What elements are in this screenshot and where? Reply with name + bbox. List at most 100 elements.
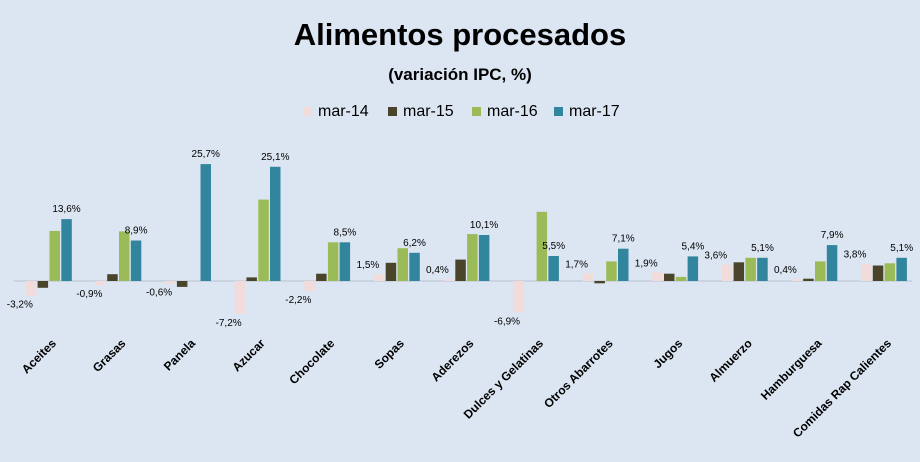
bar-mar-14-6 bbox=[443, 279, 454, 281]
data-label-mar-17-4: 8,5% bbox=[334, 227, 357, 238]
bar-mar-16-8 bbox=[606, 261, 617, 281]
bar-mar-17-4 bbox=[339, 242, 351, 281]
category-label-9: Jugos bbox=[650, 336, 685, 371]
bar-mar-15-3 bbox=[246, 277, 257, 281]
bar-mar-17-10 bbox=[757, 257, 768, 281]
bar-mar-17-2 bbox=[200, 164, 211, 281]
category-label-4: Chocolate bbox=[286, 336, 337, 387]
bar-mar-17-7 bbox=[548, 256, 559, 281]
data-label-mar-17-10: 5,1% bbox=[751, 243, 774, 254]
bar-mar-16-1 bbox=[119, 231, 130, 281]
bar-mar-14-12 bbox=[861, 263, 872, 281]
bar-mar-16-11 bbox=[815, 261, 826, 281]
data-label-mar-14-10: 3,6% bbox=[704, 251, 727, 262]
bar-mar-14-9 bbox=[652, 272, 663, 281]
bar-mar-15-0 bbox=[37, 281, 49, 288]
data-label-mar-17-7: 5,5% bbox=[542, 241, 565, 252]
bar-mar-16-0 bbox=[49, 230, 60, 281]
chart-subtitle: (variación IPC, %) bbox=[388, 65, 532, 84]
bar-mar-15-12 bbox=[872, 265, 884, 281]
data-label-mar-17-12: 5,1% bbox=[890, 243, 913, 254]
data-label-mar-14-9: 1,9% bbox=[635, 258, 658, 269]
data-label-mar-14-3: -7,2% bbox=[216, 318, 242, 329]
legend-swatch-mar-16 bbox=[472, 107, 481, 116]
bar-mar-14-10 bbox=[721, 264, 733, 281]
data-label-mar-14-0: -3,2% bbox=[7, 300, 33, 311]
data-label-mar-14-7: -6,9% bbox=[494, 316, 520, 327]
data-label-mar-14-8: 1,7% bbox=[565, 259, 588, 270]
legend: mar-14 mar-15 mar-16 mar-17 bbox=[303, 103, 620, 120]
bar-mar-15-1 bbox=[107, 274, 118, 281]
bar-mar-17-8 bbox=[618, 248, 629, 281]
category-label-3: Azucar bbox=[230, 336, 268, 374]
bar-mar-14-2 bbox=[165, 281, 176, 284]
bar-mar-15-4 bbox=[316, 273, 327, 281]
category-label-6: Aderezos bbox=[428, 336, 476, 384]
category-label-1: Grasas bbox=[90, 336, 129, 375]
bar-mar-16-6 bbox=[467, 234, 478, 281]
data-label-mar-17-3: 25,1% bbox=[261, 152, 289, 163]
bar-mar-16-5 bbox=[397, 248, 408, 281]
data-label-mar-17-5: 6,2% bbox=[403, 238, 426, 249]
legend-swatch-mar-15 bbox=[388, 107, 397, 116]
bar-mar-15-5 bbox=[385, 262, 397, 281]
data-label-mar-17-2: 25,7% bbox=[192, 149, 220, 160]
bar-mar-14-7 bbox=[513, 281, 524, 313]
legend-label-mar-15: mar-15 bbox=[403, 103, 454, 120]
bar-mar-16-9 bbox=[675, 276, 687, 281]
data-label-mar-17-1: 8,9% bbox=[125, 226, 148, 237]
legend-swatch-mar-17 bbox=[554, 107, 563, 116]
bar-mar-17-1 bbox=[130, 240, 142, 281]
data-label-mar-14-6: 0,4% bbox=[426, 265, 449, 276]
category-label-0: Aceites bbox=[19, 336, 59, 376]
bar-mar-16-10 bbox=[745, 257, 756, 281]
data-labels: -3,2% 13,6% -0,9% 8,9% -0,6% 25,7% -7,2% 25,1% -… bbox=[7, 149, 913, 329]
bar-mar-16-12 bbox=[884, 263, 896, 281]
data-label-mar-17-11: 7,9% bbox=[821, 230, 844, 241]
category-label-2: Panela bbox=[161, 336, 198, 373]
bar-mar-15-2 bbox=[176, 281, 188, 287]
data-label-mar-14-1: -0,9% bbox=[76, 289, 102, 300]
bar-mar-17-9 bbox=[687, 256, 699, 281]
bar-mar-17-12 bbox=[896, 257, 907, 281]
bar-mar-17-6 bbox=[478, 235, 490, 281]
bar-mar-15-8 bbox=[594, 281, 605, 284]
data-label-mar-17-6: 10,1% bbox=[470, 220, 498, 231]
bar-mar-15-6 bbox=[455, 259, 466, 281]
bar-mar-16-7 bbox=[536, 211, 548, 281]
category-labels: Aceites Grasas Panela Azucar Chocolate Sopas A… bbox=[19, 336, 895, 440]
data-label-mar-14-2: -0,6% bbox=[146, 288, 172, 299]
data-label-mar-14-5: 1,5% bbox=[357, 260, 380, 271]
data-label-mar-17-9: 5,4% bbox=[682, 241, 705, 252]
category-label-8: Otros Abarrotes bbox=[541, 336, 616, 411]
bar-mar-14-8 bbox=[582, 273, 594, 281]
bar-mar-14-1 bbox=[95, 281, 106, 286]
bar-mar-14-5 bbox=[373, 274, 385, 281]
data-label-mar-14-4: -2,2% bbox=[285, 295, 311, 306]
category-label-10: Almuerzo bbox=[706, 336, 755, 385]
bar-mar-17-11 bbox=[826, 245, 838, 281]
bar-mar-17-3 bbox=[270, 166, 281, 281]
data-label-mar-14-11: 0,4% bbox=[774, 265, 797, 276]
bar-mar-14-4 bbox=[304, 281, 315, 291]
bar-mar-15-11 bbox=[803, 278, 814, 281]
legend-swatch-mar-14 bbox=[303, 107, 312, 116]
legend-label-mar-17: mar-17 bbox=[569, 103, 620, 120]
bar-mar-16-3 bbox=[258, 199, 269, 281]
category-label-5: Sopas bbox=[372, 336, 408, 372]
bar-mar-15-9 bbox=[664, 273, 675, 281]
chart-title: Alimentos procesados bbox=[294, 17, 626, 52]
bar-mar-14-11 bbox=[791, 279, 802, 281]
data-label-mar-17-0: 13,6% bbox=[52, 204, 80, 215]
bar-mar-17-0 bbox=[61, 219, 72, 281]
data-label-mar-14-12: 3,8% bbox=[844, 250, 867, 261]
bar-mar-17-5 bbox=[409, 252, 420, 281]
bar-mar-15-10 bbox=[733, 262, 745, 281]
bar-mar-14-0 bbox=[25, 281, 37, 296]
bars bbox=[25, 164, 907, 314]
data-label-mar-17-8: 7,1% bbox=[612, 234, 635, 245]
category-label-11: Hamburguesa bbox=[758, 336, 825, 403]
bar-mar-16-4 bbox=[327, 242, 339, 281]
